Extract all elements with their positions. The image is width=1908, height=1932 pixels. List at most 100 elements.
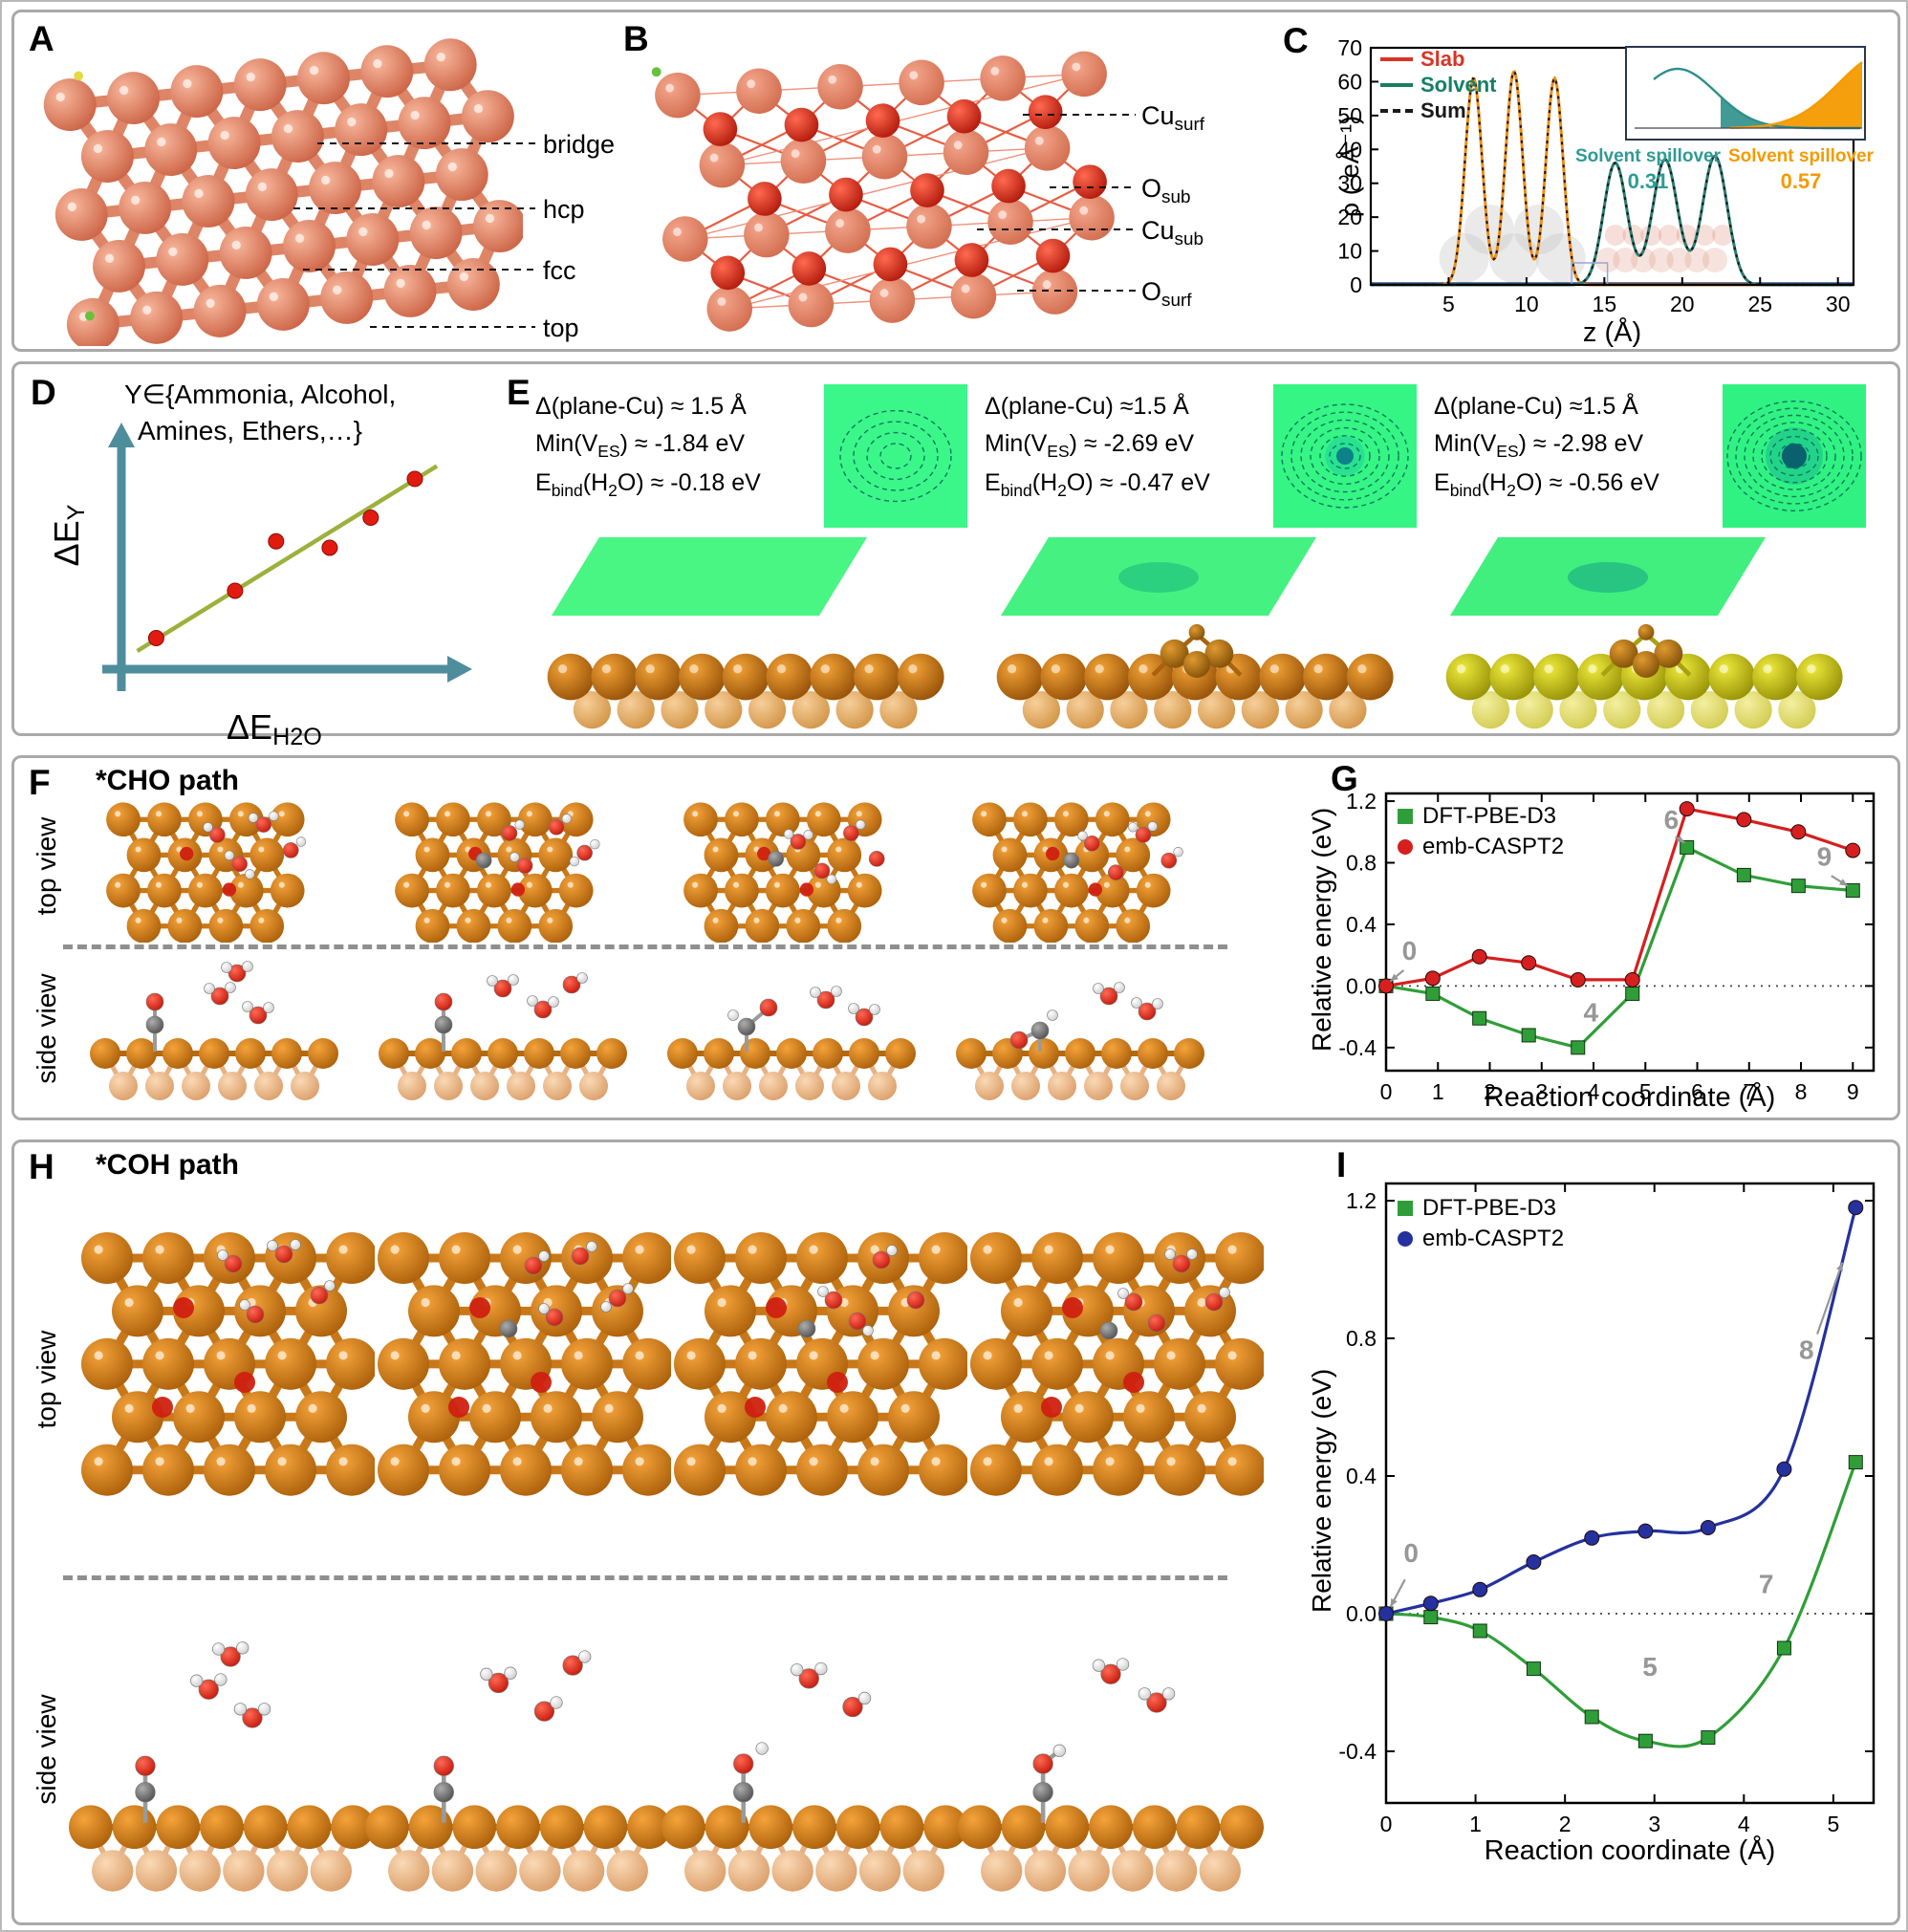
adsorbate-set-text: Y∈{Ammonia, Alcohol, Amines, Ethers,…} bbox=[124, 380, 397, 445]
annotation-4: 4 bbox=[1584, 997, 1599, 1027]
e-col1-text: Δ(plane-Cu) ≈ 1.5 Å Min(VES) ≈ -1.84 eV … bbox=[535, 393, 761, 500]
legend-label: DFT-PBE-D3 bbox=[1422, 1195, 1557, 1221]
plot-frame bbox=[1384, 792, 1875, 1073]
chart-c-legend: Slab Solvent Sum bbox=[1380, 46, 1496, 123]
tick-label: 3 bbox=[1535, 1079, 1548, 1104]
slab-render-3 bbox=[1445, 623, 1843, 729]
tick-label: 1 bbox=[1432, 1079, 1444, 1104]
tick-label: 6 bbox=[1691, 1079, 1703, 1104]
cu2o-surface-view bbox=[651, 51, 1115, 332]
tick-label: 2 bbox=[1484, 1079, 1496, 1104]
panel-b-letter: B bbox=[623, 19, 649, 58]
cho-top-view-4 bbox=[972, 802, 1183, 943]
tick-label: 8 bbox=[1795, 1079, 1808, 1104]
tick-label: 10 bbox=[1514, 292, 1539, 316]
tick-label: 0.8 bbox=[1346, 851, 1377, 876]
tick-label: 3 bbox=[1648, 1812, 1660, 1836]
panel-h-letter: H bbox=[29, 1147, 54, 1186]
annotation-7: 7 bbox=[1759, 1569, 1774, 1598]
slab-line-swatch bbox=[1380, 56, 1413, 61]
cho-side-view-4 bbox=[956, 982, 1204, 1100]
es-potential-map-1 bbox=[824, 384, 967, 528]
tick-label: 25 bbox=[1747, 292, 1772, 316]
f-side-view-label: side view bbox=[32, 973, 61, 1084]
annotation-8: 8 bbox=[1799, 1335, 1814, 1365]
tick-label: 5 bbox=[1639, 1079, 1652, 1104]
panel-f-letter: F bbox=[29, 763, 51, 802]
tick-label: 30 bbox=[1337, 171, 1362, 196]
h-side-view-label: side view bbox=[32, 1694, 61, 1805]
coh-top-view-2 bbox=[378, 1232, 671, 1496]
solvent-line-swatch bbox=[1380, 82, 1413, 87]
coh-side-view-4 bbox=[958, 1658, 1264, 1892]
tick-label: 0.0 bbox=[1346, 973, 1377, 998]
tick-label: 5 bbox=[1442, 292, 1455, 316]
atom-label-osub: Osub bbox=[1141, 174, 1191, 207]
chart-g-xlabel: Reaction coordinate (Å) bbox=[1484, 1082, 1776, 1113]
annotation-0: 0 bbox=[1403, 1538, 1419, 1568]
chart-g-legend: DFT-PBE-D3 emb-CASPT2 bbox=[1398, 801, 1564, 862]
chart-i-legend: DFT-PBE-D3 emb-CASPT2 bbox=[1398, 1193, 1564, 1254]
annotation-9: 9 bbox=[1817, 842, 1832, 872]
coh-side-view-2 bbox=[365, 1650, 671, 1892]
tick-label: 50 bbox=[1337, 103, 1362, 128]
coh-top-view-3 bbox=[674, 1232, 967, 1496]
panel-i-letter: I bbox=[1336, 1145, 1347, 1184]
sum-line-swatch bbox=[1380, 108, 1413, 113]
tick-label: 30 bbox=[1826, 292, 1851, 316]
plot-frame bbox=[1384, 1182, 1875, 1805]
tick-label: 0.0 bbox=[1346, 1601, 1377, 1626]
tick-label: 5 bbox=[1827, 1812, 1839, 1836]
series-DFT-PBE-D3 bbox=[1385, 1462, 1857, 1748]
cho-energy-chart: 0 1 2 3 4 5 6 7 8 9 -0.4 0.0 0.4 0.8 1.2 0 4 6 9 bbox=[1338, 789, 1875, 1104]
atom-label-osurf: Osurf bbox=[1141, 277, 1192, 311]
slab-render-2 bbox=[996, 623, 1394, 729]
cu-surface-top-view bbox=[43, 38, 523, 346]
tick-label: 4 bbox=[1738, 1812, 1750, 1836]
tick-label: 15 bbox=[1593, 292, 1617, 316]
tick-label: -0.4 bbox=[1338, 1035, 1377, 1060]
tick-label: 1 bbox=[1469, 1812, 1482, 1836]
spillover-inset-chart bbox=[1625, 46, 1866, 141]
cho-side-view-2 bbox=[379, 972, 627, 1100]
d-xlabel: ΔEH2O bbox=[227, 707, 322, 750]
tick-label: 40 bbox=[1337, 137, 1362, 162]
es-potential-map-2 bbox=[1273, 384, 1417, 528]
legend-label-sum: Sum bbox=[1420, 98, 1466, 122]
cho-top-view-1 bbox=[106, 802, 307, 943]
tick-label: 0 bbox=[1350, 272, 1362, 297]
tick-label: 2 bbox=[1559, 1812, 1572, 1836]
chart-i-xlabel: Reaction coordinate (Å) bbox=[1484, 1835, 1776, 1866]
legend-label: emb-CASPT2 bbox=[1422, 834, 1565, 859]
panel-g-letter: G bbox=[1331, 759, 1358, 798]
cho-path-title: *CHO path bbox=[96, 765, 239, 796]
cho-top-view-3 bbox=[683, 802, 885, 943]
caspt2-circle-marker bbox=[1398, 1231, 1413, 1247]
annotation-6: 6 bbox=[1664, 805, 1680, 835]
legend-label-slab: Slab bbox=[1420, 46, 1465, 71]
tick-label: 70 bbox=[1337, 35, 1362, 60]
cho-top-view-2 bbox=[395, 802, 600, 943]
annotation-5: 5 bbox=[1642, 1652, 1658, 1682]
tick-label: 1.2 bbox=[1346, 789, 1377, 814]
panel-d-letter: D bbox=[31, 373, 56, 412]
dft-square-marker bbox=[1398, 809, 1413, 824]
es-plane-2 bbox=[1001, 537, 1316, 616]
tick-label: -0.4 bbox=[1338, 1739, 1377, 1764]
tick-label: 0.4 bbox=[1346, 1464, 1377, 1488]
legend-label-solvent: Solvent bbox=[1420, 72, 1497, 97]
panel-a-letter: A bbox=[29, 19, 54, 58]
site-label-fcc: fcc bbox=[543, 256, 576, 285]
tick-label: 0 bbox=[1380, 1812, 1393, 1836]
d-ylabel: ΔEY bbox=[47, 504, 90, 567]
e-col3-text: Δ(plane-Cu) ≈1.5 Å Min(VES) ≈ -2.98 eV E… bbox=[1434, 393, 1659, 500]
spillover-left-label: Solvent spillover 0.31 bbox=[1574, 146, 1722, 193]
series-DFT-PBE-D3 bbox=[1385, 845, 1854, 1050]
tick-label: 0.8 bbox=[1346, 1326, 1377, 1351]
e-col2-text: Δ(plane-Cu) ≈1.5 Å Min(VES) ≈ -2.69 eV E… bbox=[985, 393, 1210, 500]
chart-i-ylabel: Relative energy (eV) bbox=[1307, 1368, 1336, 1613]
h-top-view-label: top view bbox=[32, 1330, 61, 1429]
tick-label: 10 bbox=[1337, 239, 1362, 264]
tick-label: 20 bbox=[1670, 292, 1695, 316]
